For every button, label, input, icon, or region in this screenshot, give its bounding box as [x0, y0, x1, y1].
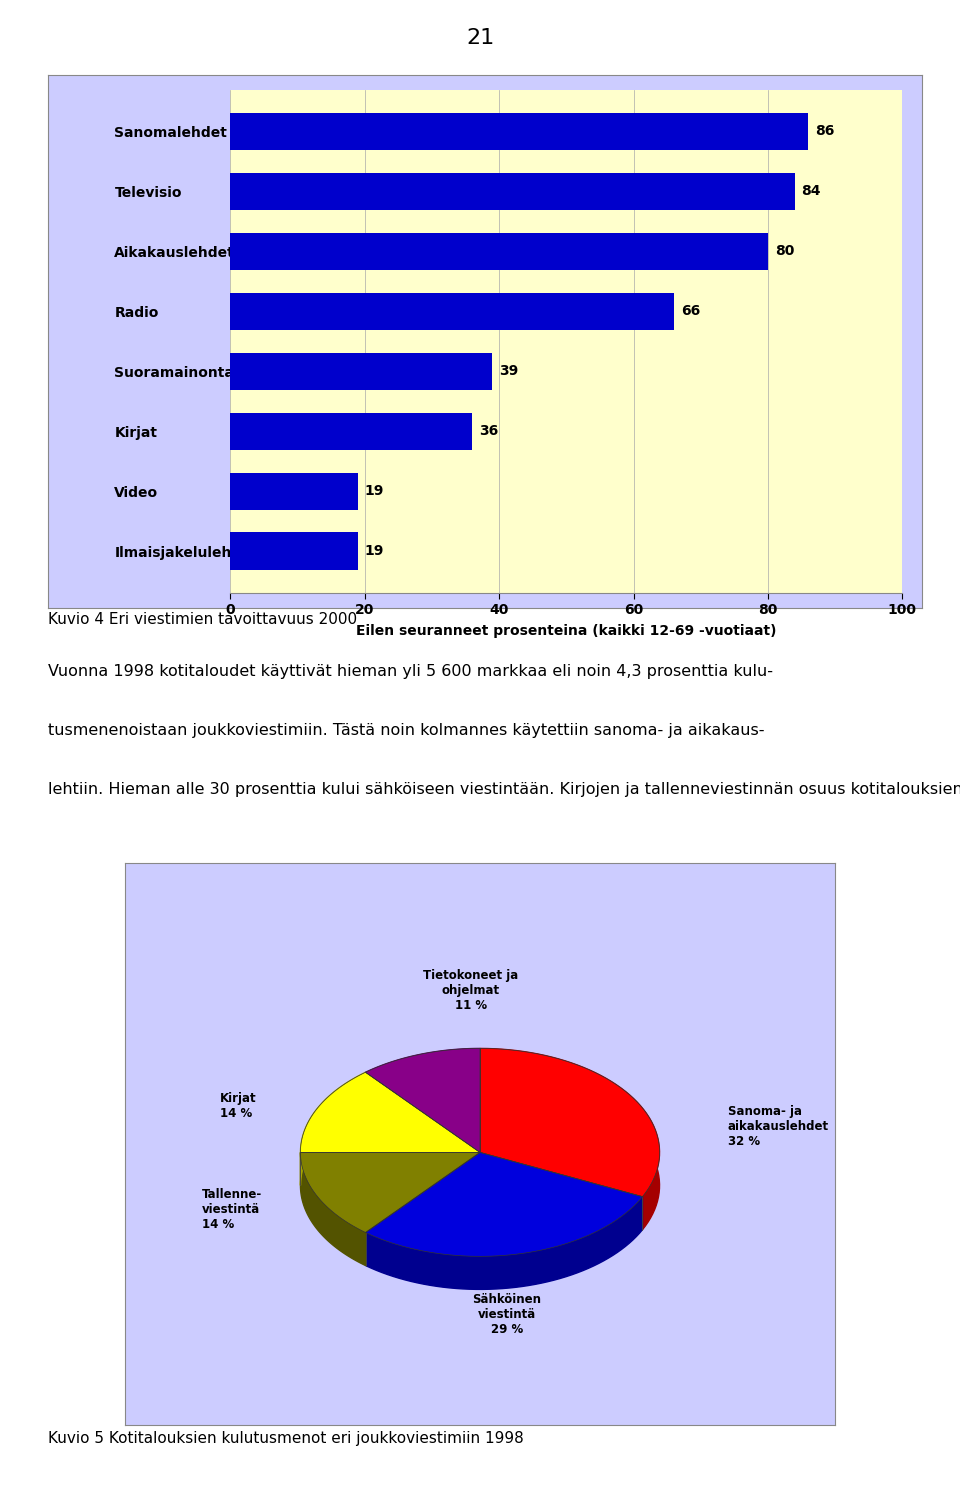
Text: lehtiin. Hieman alle 30 prosenttia kului sähköiseen viestintään. Kirjojen ja tal: lehtiin. Hieman alle 30 prosenttia kului… — [48, 782, 960, 796]
Text: 80: 80 — [775, 244, 794, 258]
Bar — [230, 232, 768, 270]
Text: 84: 84 — [802, 184, 821, 198]
Bar — [230, 112, 808, 150]
X-axis label: Eilen seuranneet prosenteina (kaikki 12-69 -vuotiaat): Eilen seuranneet prosenteina (kaikki 12-… — [356, 624, 777, 638]
Polygon shape — [480, 1048, 660, 1197]
Bar — [230, 172, 795, 210]
Text: Vuonna 1998 kotitaloudet käyttivät hieman yli 5 600 markkaa eli noin 4,3 prosent: Vuonna 1998 kotitaloudet käyttivät hiema… — [48, 664, 773, 680]
Text: 19: 19 — [365, 544, 384, 558]
Bar — [230, 352, 492, 390]
Text: Tietokoneet ja
ohjelmat
11 %: Tietokoneet ja ohjelmat 11 % — [423, 969, 518, 1012]
Polygon shape — [366, 1197, 642, 1290]
Text: Kuvio 4 Eri viestimien tavoittavuus 2000: Kuvio 4 Eri viestimien tavoittavuus 2000 — [48, 612, 357, 627]
Bar — [230, 472, 358, 510]
Text: 19: 19 — [365, 484, 384, 498]
Polygon shape — [366, 1152, 642, 1257]
Text: Tallenne-
viestintä
14 %: Tallenne- viestintä 14 % — [202, 1188, 262, 1231]
Text: Kirjat
14 %: Kirjat 14 % — [220, 1092, 256, 1119]
Text: Kuvio 5 Kotitalouksien kulutusmenot eri joukkoviestimiin 1998: Kuvio 5 Kotitalouksien kulutusmenot eri … — [48, 1431, 524, 1446]
Polygon shape — [300, 1072, 480, 1152]
Polygon shape — [366, 1048, 480, 1152]
Bar — [230, 532, 358, 570]
Text: Sanoma- ja
aikakauslehdet
32 %: Sanoma- ja aikakauslehdet 32 % — [728, 1106, 828, 1148]
Polygon shape — [480, 1048, 660, 1230]
Text: tusmenenoistaan joukkoviestimiin. Tästä noin kolmannes käytettiin sanoma- ja aik: tusmenenoistaan joukkoviestimiin. Tästä … — [48, 723, 764, 738]
Text: Sähköinen
viestintä
29 %: Sähköinen viestintä 29 % — [472, 1293, 541, 1335]
Text: 21: 21 — [466, 27, 494, 48]
Text: 36: 36 — [479, 424, 498, 438]
Bar — [230, 292, 674, 330]
Bar — [230, 413, 472, 450]
Polygon shape — [300, 1152, 480, 1233]
Polygon shape — [300, 1072, 366, 1185]
Text: 86: 86 — [815, 124, 834, 138]
Polygon shape — [300, 1152, 366, 1266]
Polygon shape — [366, 1048, 480, 1106]
Text: 66: 66 — [681, 304, 700, 318]
Text: 39: 39 — [499, 364, 518, 378]
